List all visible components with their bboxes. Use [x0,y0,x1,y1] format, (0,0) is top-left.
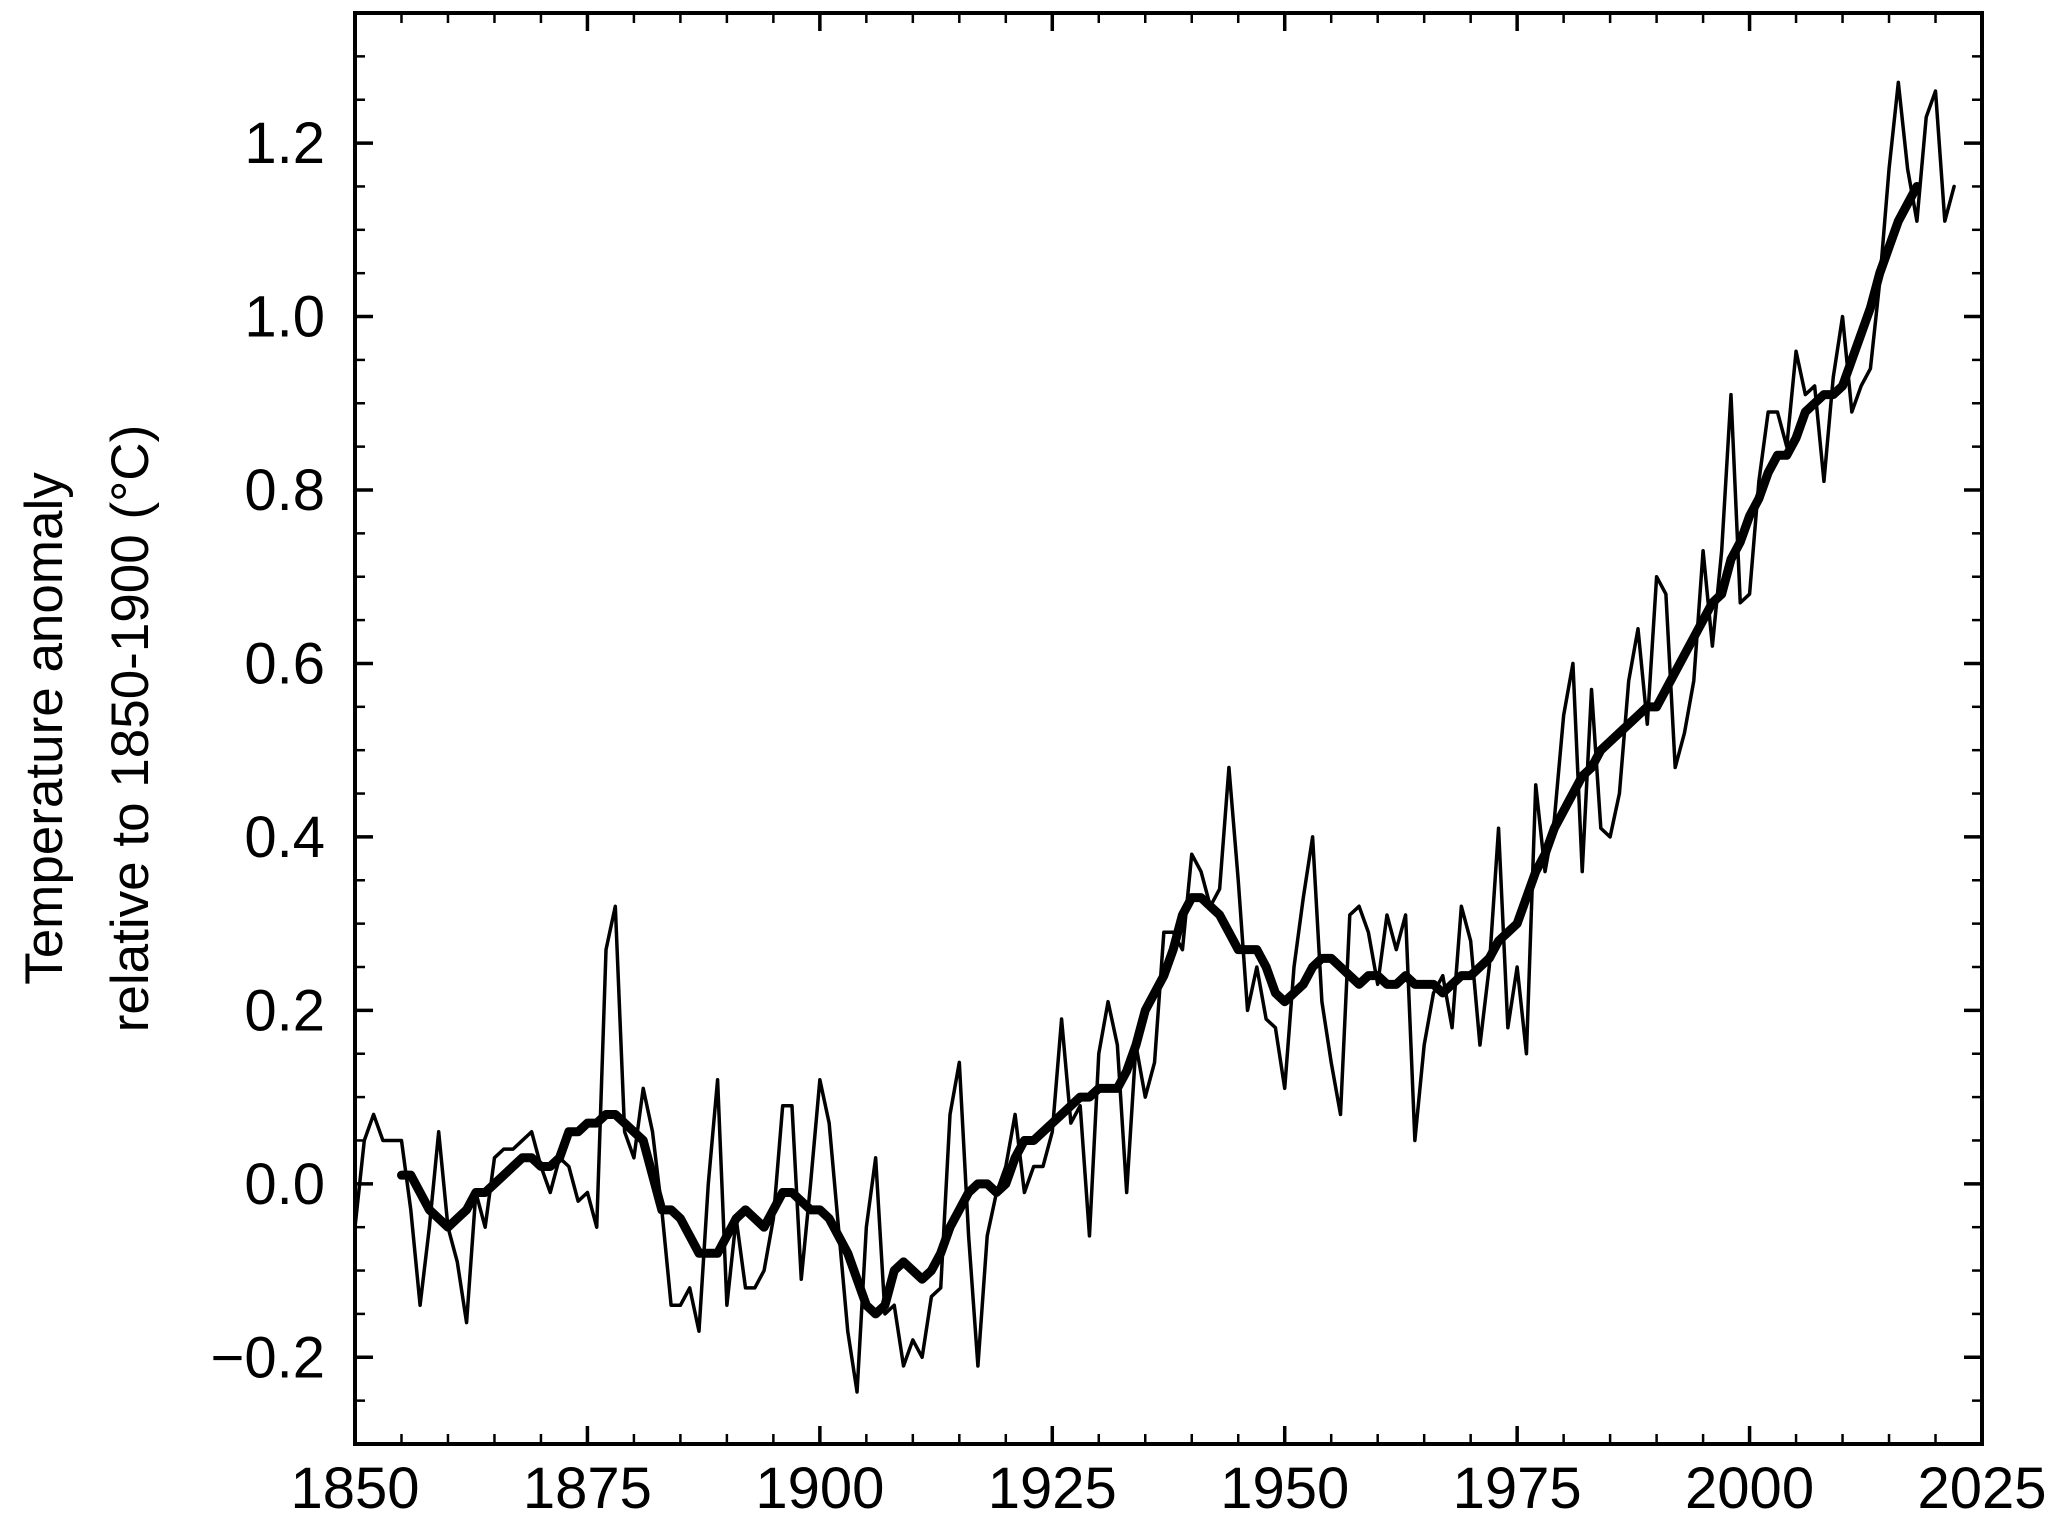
y-tick-label: −0.2 [211,1325,326,1390]
y-tick-label: 1.0 [244,285,325,350]
x-tick-label: 1850 [290,1456,419,1521]
y-tick-label: 0.8 [244,458,325,523]
x-tick-label: 1975 [1453,1456,1582,1521]
annual-line [353,80,1956,1394]
y-tick-label: 1.2 [244,111,325,176]
y-tick-label: 0.0 [244,1152,325,1217]
y-axis-label: Temperature anomaly [15,472,74,985]
x-tick-label: 2025 [1917,1456,2046,1521]
x-tick-label: 1950 [1220,1456,1349,1521]
y-tick-label: 0.4 [244,805,325,870]
plot-frame [353,11,1984,1446]
y-axis-label: relative to 1850-1900 (°C) [101,425,160,1032]
x-tick-label: 1900 [755,1456,884,1521]
x-tick-label: 1925 [988,1456,1117,1521]
y-tick-label: 0.6 [244,631,325,696]
x-tick-label: 1875 [523,1456,652,1521]
y-tick-label: 0.2 [244,978,325,1043]
x-tick-label: 2000 [1685,1456,1814,1521]
smoothed-line [396,181,1922,1319]
